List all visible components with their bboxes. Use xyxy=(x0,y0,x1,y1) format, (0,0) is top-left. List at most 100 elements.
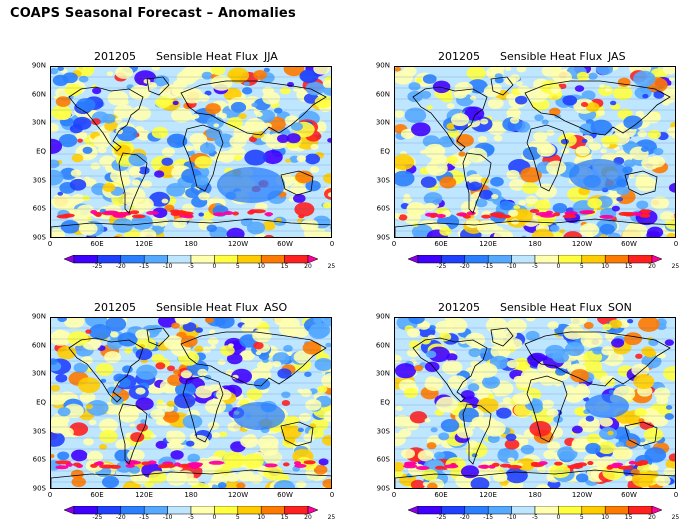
colorbar-tick-label: -5 xyxy=(188,514,194,521)
lon-tick-label: 180 xyxy=(184,491,198,499)
colorbar-tick-label: -10 xyxy=(506,514,517,521)
lat-axis: 90N 60N 30N EQ 30S 60S 90S xyxy=(0,313,48,492)
colorbar-tick-label: 5 xyxy=(235,514,240,521)
lat-tick-label: EQ xyxy=(380,147,390,156)
colorbar-swatch xyxy=(97,506,122,515)
lat-tick-label: 90N xyxy=(375,312,390,321)
lat-tick-label: 90S xyxy=(32,233,46,242)
lat-tick-label: 90S xyxy=(32,484,46,493)
colorbar-swatch xyxy=(464,255,489,264)
lon-tick-label: 60W xyxy=(621,491,637,499)
panel-header: 201205 Sensible Heat Flux JAS xyxy=(398,50,680,64)
lat-tick-label: 60S xyxy=(32,204,46,213)
colorbar-swatch xyxy=(64,506,75,515)
colorbar-swatch xyxy=(120,506,145,515)
colorbar-tick-label: -20 xyxy=(115,263,126,270)
lon-tick-label: 120E xyxy=(479,240,497,248)
lon-axis: 0 60E 120E 180 120W 60W 0 xyxy=(391,491,679,501)
colorbar-svg xyxy=(64,255,318,264)
lon-tick-label: 180 xyxy=(528,240,542,248)
map-panel-jja: 201205 Sensible Heat Flux JJA 90N 60N 30N E… xyxy=(0,50,336,280)
colorbar-tick-label: 15 xyxy=(624,514,633,521)
colorbar-swatch xyxy=(511,255,536,264)
colorbar-swatch xyxy=(64,255,75,264)
colorbar-tick-label: 10 xyxy=(257,263,266,270)
lat-tick-label: 60N xyxy=(375,90,390,99)
lon-tick-label: 180 xyxy=(528,491,542,499)
colorbar-tick-label: -20 xyxy=(115,514,126,521)
colorbar-labels: -25 -20 -15 -10 -5 0 5 10 15 20 25 xyxy=(64,263,335,273)
lat-tick-label: 60N xyxy=(375,341,390,350)
lat-tick-label: 90N xyxy=(375,61,390,70)
lon-tick-label: 120W xyxy=(571,491,593,499)
panel-date: 201205 xyxy=(94,50,136,63)
lon-tick-label: 0 xyxy=(673,491,679,499)
colorbar-swatch xyxy=(307,506,318,515)
map-canvas xyxy=(395,318,675,488)
colorbar-swatch xyxy=(260,255,285,264)
colorbar-tick-label: -15 xyxy=(139,514,150,521)
colorbar-tick-label: 0 xyxy=(212,263,217,270)
colorbar-swatch xyxy=(464,506,489,515)
lat-tick-label: 60S xyxy=(32,455,46,464)
panel-variable: Sensible Heat Flux xyxy=(156,301,259,314)
lon-tick-label: 0 xyxy=(391,491,397,499)
colorbar-swatch xyxy=(628,255,653,264)
colorbar-swatch xyxy=(143,506,168,515)
lon-tick-label: 60E xyxy=(90,491,104,499)
colorbar-tick-label: 25 xyxy=(327,514,336,521)
colorbar-tick-label: -20 xyxy=(459,263,470,270)
anomaly-map xyxy=(50,66,332,238)
colorbar-tick-label: -25 xyxy=(92,263,103,270)
map-panel-jas: 201205 Sensible Heat Flux JAS 90N 60N 30N E… xyxy=(344,50,680,280)
colorbar-swatch xyxy=(628,506,653,515)
lon-tick-label: 60E xyxy=(434,240,448,248)
lat-tick-label: 60S xyxy=(376,455,390,464)
lon-tick-label: 0 xyxy=(47,240,53,248)
colorbar-swatch xyxy=(487,506,512,515)
colorbar-tick-label: 0 xyxy=(556,263,561,270)
lat-tick-label: 30N xyxy=(375,369,390,378)
colorbar-swatch xyxy=(260,506,285,515)
colorbar-swatch xyxy=(534,255,559,264)
lon-tick-label: 0 xyxy=(329,491,335,499)
colorbar-tick-label: -15 xyxy=(483,263,494,270)
page-title: COAPS Seasonal Forecast – Anomalies xyxy=(10,6,296,21)
colorbar-tick-label: 5 xyxy=(579,263,584,270)
colorbar-swatch xyxy=(214,506,239,515)
colorbar-tick-label: 20 xyxy=(304,263,312,270)
colorbar-swatch xyxy=(307,255,318,264)
panel-date: 201205 xyxy=(438,301,480,314)
colorbar-tick-label: 0 xyxy=(556,514,561,521)
lat-tick-label: EQ xyxy=(380,398,390,407)
lon-tick-label: 120W xyxy=(227,491,249,499)
anomaly-map xyxy=(50,317,332,489)
colorbar-tick-label: -15 xyxy=(139,263,150,270)
panel-variable: Sensible Heat Flux xyxy=(500,301,603,314)
colorbar-tick-label: 25 xyxy=(671,514,680,521)
lon-axis: 0 60E 120E 180 120W 60W 0 xyxy=(48,491,335,501)
colorbar-svg xyxy=(64,506,318,515)
colorbar-svg xyxy=(408,255,662,264)
colorbar-tick-label: -25 xyxy=(436,514,447,521)
colorbar-tick-label: 20 xyxy=(304,514,312,521)
lon-tick-label: 0 xyxy=(391,240,397,248)
lon-tick-label: 120W xyxy=(227,240,249,248)
colorbar-swatch xyxy=(558,506,583,515)
colorbar-labels: -25 -20 -15 -10 -5 0 5 10 15 20 25 xyxy=(408,263,679,273)
panel-season: SON xyxy=(608,301,632,314)
lon-tick-label: 60E xyxy=(434,491,448,499)
lat-axis: 90N 60N 30N EQ 30S 60S 90S xyxy=(344,312,392,492)
lon-tick-label: 60W xyxy=(621,240,637,248)
colorbar-tick-label: 10 xyxy=(257,514,266,521)
colorbar-tick-label: -25 xyxy=(92,514,103,521)
lat-axis: 90N 60N 30N EQ 30S 60S 90S xyxy=(344,61,392,241)
colorbar-swatch xyxy=(487,255,512,264)
colorbar-swatch xyxy=(417,506,442,515)
colorbar-swatch xyxy=(604,255,629,264)
colorbar-swatch xyxy=(284,506,309,515)
colorbar-tick-label: -15 xyxy=(483,514,494,521)
colorbar-tick-label: 15 xyxy=(280,263,289,270)
colorbar-tick-label: 15 xyxy=(280,514,289,521)
colorbar-tick-label: 15 xyxy=(624,263,633,270)
